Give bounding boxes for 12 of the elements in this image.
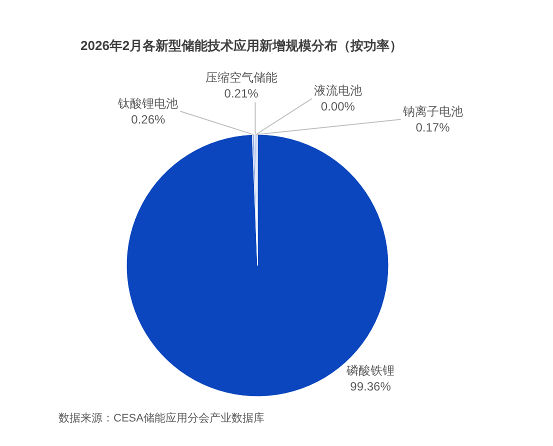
slice-label: 钠离子电池	[402, 104, 463, 118]
slice-label: 钛酸锂电池	[117, 96, 178, 110]
slice-label: 压缩空气储能	[205, 70, 278, 84]
source-note: 数据来源：CESA储能应用分会产业数据库	[58, 412, 264, 424]
text: 0.00%	[320, 100, 355, 114]
data-label: 99.36%	[350, 380, 392, 394]
data-label: 0.21%	[224, 86, 259, 100]
data-label: 0.26%	[131, 112, 166, 126]
slice-label: 磷酸铁锂	[346, 364, 395, 378]
data-label: 0.17%	[416, 120, 450, 134]
category-label: 液流电池	[314, 84, 362, 98]
chart-title: 2026年2月各新型储能技术应用新增规模分布（按功率）	[80, 38, 403, 53]
